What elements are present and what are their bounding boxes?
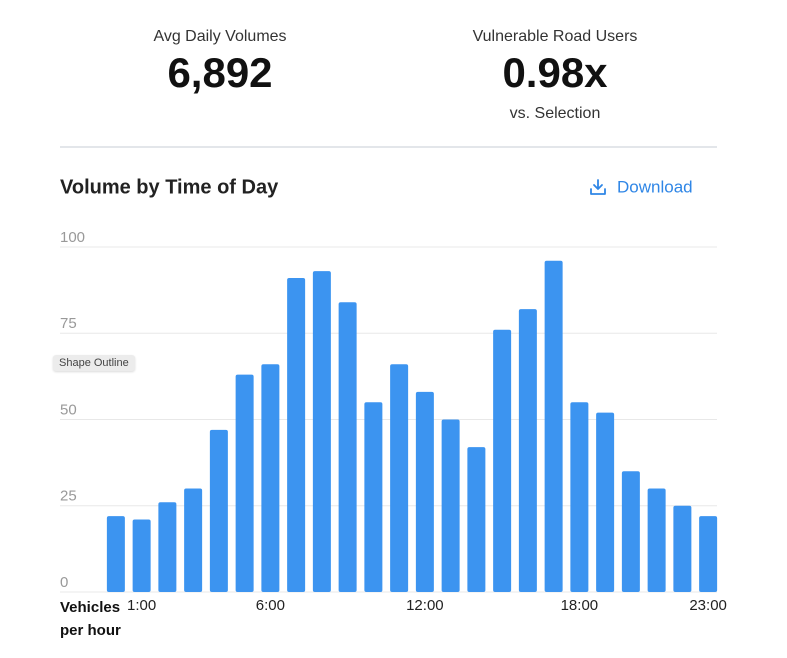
stat-value: 0.98x [502,49,608,96]
x-axis-label: Vehicles per hour [60,599,121,639]
bar [209,429,228,592]
bar [596,412,615,592]
y-tick-label: 75 [60,315,77,332]
tooltip: Shape Outline [53,355,135,371]
x-tick-label: 18:00 [561,597,599,614]
bar [673,505,692,592]
y-tick-label: 100 [60,229,85,246]
bar [184,488,203,592]
bar [467,447,486,592]
stat-label: Vulnerable Road Users [473,28,638,45]
bar [235,374,254,592]
bar [647,488,666,592]
download-button[interactable]: Download [617,177,693,196]
x-tick-label: 1:00 [127,597,156,614]
y-tick-label: 50 [60,401,77,418]
y-tick-label: 0 [60,574,68,591]
bar [364,402,383,592]
bar [132,519,151,592]
x-tick-label: 12:00 [406,597,444,614]
bar [390,364,409,592]
bar [106,516,125,592]
bar [699,516,718,592]
bar [312,271,331,592]
bar [338,302,357,592]
bar [518,309,537,592]
bar [544,260,563,592]
bar [621,471,640,592]
bar [158,502,177,592]
bar [441,419,460,592]
x-tick-label: 6:00 [256,597,285,614]
x-tick-label: 23:00 [689,597,727,614]
bar [415,391,434,592]
bar [493,329,512,592]
bar [261,364,280,592]
stat-sub: vs. Selection [510,105,601,122]
bar [570,402,589,592]
download-icon[interactable] [590,179,606,195]
bar [287,278,306,592]
y-tick-label: 25 [60,488,77,505]
stat-label: Avg Daily Volumes [153,28,286,45]
chart-title: Volume by Time of Day [60,176,279,198]
stat-value: 6,892 [167,49,272,96]
